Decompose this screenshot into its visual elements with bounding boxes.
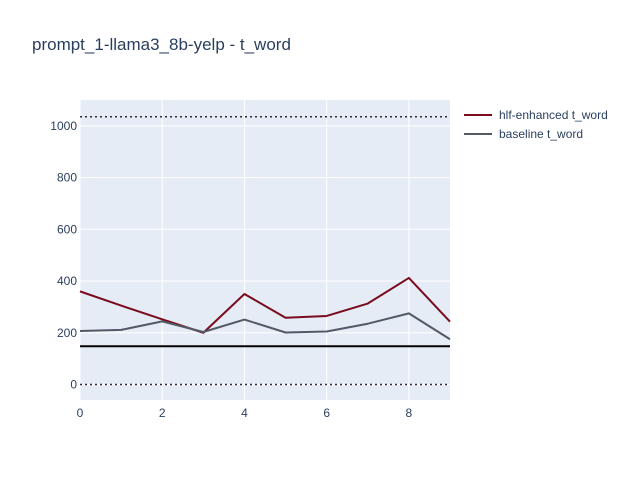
legend-label: hlf-enhanced t_word [499,108,608,122]
series-lines [79,276,451,341]
legend-item-0[interactable]: hlf-enhanced t_word [464,108,608,122]
x-tick-label: 0 [77,406,84,420]
y-tick-label: 600 [57,222,77,236]
reference-lines [80,116,450,386]
legend-item-1[interactable]: baseline t_word [464,127,583,141]
series-line-0 [79,276,451,334]
series-line-1 [79,312,451,341]
y-tick-label: 400 [57,274,77,288]
plot-area [80,100,450,400]
x-tick-label: 6 [323,406,330,420]
legend-label: baseline t_word [499,127,583,141]
x-tick-label: 2 [159,406,166,420]
y-axis: 0 200 400 600 800 1000 [50,119,77,392]
legend[interactable]: hlf-enhanced t_word baseline t_word [464,108,608,141]
y-tick-label: 1000 [50,119,77,133]
x-axis: 0 2 4 6 8 [77,406,413,420]
chart-title: prompt_1-llama3_8b-yelp - t_word [32,35,291,54]
y-tick-label: 200 [57,326,77,340]
x-tick-label: 4 [241,406,248,420]
y-tick-label: 800 [57,171,77,185]
y-tick-label: 0 [70,377,77,391]
x-tick-label: 8 [406,406,413,420]
